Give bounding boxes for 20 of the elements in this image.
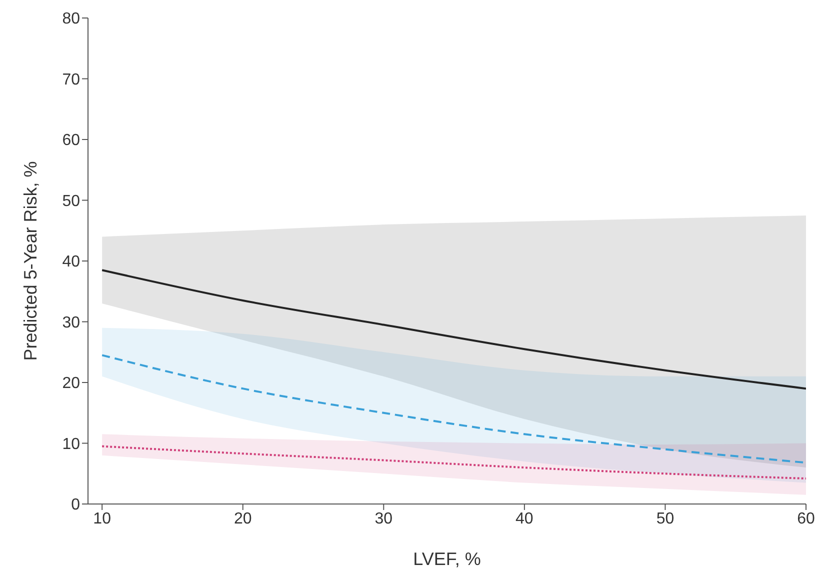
x-tick-label: 60 (797, 510, 815, 528)
y-tick-label: 80 (62, 10, 80, 28)
y-tick-label: 20 (62, 375, 80, 392)
y-tick-label: 40 (62, 254, 80, 271)
y-tick-label: 50 (62, 192, 80, 210)
x-tick-label: 30 (374, 510, 393, 528)
x-tick-label: 20 (234, 510, 252, 528)
line-series (101, 269, 806, 390)
x-tick-label: 50 (656, 510, 674, 528)
y-tick-label: 30 (62, 314, 80, 332)
y-tick-label: 60 (62, 132, 80, 150)
y-tick-label: 0 (71, 496, 80, 514)
y-tick-label: 10 (62, 436, 80, 453)
line-series (101, 354, 806, 464)
y-axis-title: Predicted 5-Year Risk, % (20, 161, 40, 361)
line-series (101, 445, 806, 480)
y-tick-label: 70 (62, 71, 80, 88)
x-axis-title: LVEF, % (413, 548, 481, 569)
x-tick-label: 10 (93, 510, 112, 528)
x-tick-label: 40 (516, 510, 534, 528)
